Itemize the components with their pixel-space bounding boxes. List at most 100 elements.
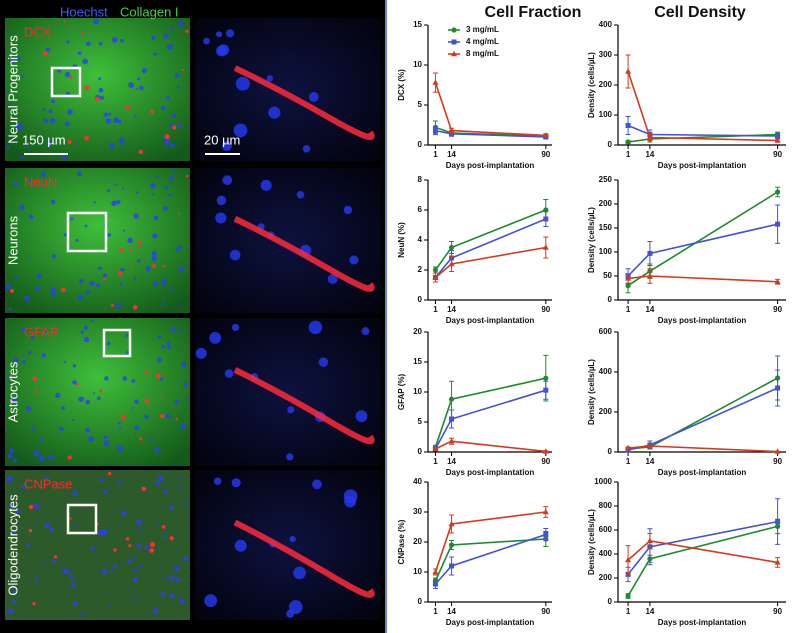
point xyxy=(451,27,457,33)
nucleus xyxy=(134,432,137,435)
nucleus xyxy=(137,77,140,81)
y-tick-label: 800 xyxy=(599,501,613,510)
nucleus xyxy=(18,204,25,211)
nucleus xyxy=(170,576,176,581)
nucleus xyxy=(178,477,181,480)
point xyxy=(542,244,549,250)
nucleus xyxy=(133,213,139,219)
nucleus xyxy=(26,543,31,548)
y-tick-label: 0 xyxy=(608,295,613,304)
nucleus xyxy=(83,325,88,330)
nucleus xyxy=(8,307,12,311)
nucleus xyxy=(178,21,184,27)
point xyxy=(451,50,457,57)
marker-cell xyxy=(54,555,58,559)
nucleus xyxy=(48,109,53,114)
nucleus xyxy=(150,182,156,189)
nucleus xyxy=(9,448,15,454)
marker-cell xyxy=(138,149,144,155)
nucleus xyxy=(117,445,124,452)
y-tick-label: 0 xyxy=(418,295,423,304)
row-label: Neural Progenitors xyxy=(5,35,20,144)
micrograph-wide xyxy=(5,168,190,313)
nucleus xyxy=(174,72,180,78)
y-tick-label: 6 xyxy=(418,205,423,214)
nucleus xyxy=(138,529,142,533)
nucleus xyxy=(72,419,75,422)
nucleus xyxy=(231,323,240,332)
nucleus xyxy=(106,341,111,346)
marker-cell xyxy=(63,20,66,23)
nucleus xyxy=(118,137,125,144)
nucleus xyxy=(132,576,138,583)
nucleus xyxy=(15,124,20,129)
nucleus xyxy=(41,172,46,177)
nucleus xyxy=(178,267,184,273)
marker-cell xyxy=(138,240,143,245)
nucleus xyxy=(204,594,218,608)
nucleus xyxy=(33,503,40,509)
nucleus xyxy=(343,205,353,215)
marker-cell xyxy=(84,85,90,91)
nucleus xyxy=(111,37,118,43)
nucleus xyxy=(72,490,78,496)
nucleus xyxy=(161,278,167,284)
nucleus xyxy=(308,320,323,335)
marker-cell xyxy=(182,68,185,72)
x-axis-label: Days post-implantation xyxy=(658,316,747,325)
marker-cell xyxy=(9,399,12,402)
nucleus xyxy=(327,273,338,284)
nucleus xyxy=(101,569,108,575)
nucleus xyxy=(33,450,40,457)
y-tick-label: 600 xyxy=(599,327,613,336)
point xyxy=(775,189,781,195)
y-tick-label: 1000 xyxy=(594,477,612,486)
marker-cell xyxy=(164,134,170,140)
y-tick-label: 10 xyxy=(413,60,422,69)
nucleus xyxy=(213,477,222,485)
y-tick-label: 2 xyxy=(418,265,423,274)
nucleus xyxy=(78,278,84,284)
nucleus xyxy=(235,76,250,91)
nucleus xyxy=(127,237,133,244)
y-tick-label: 15 xyxy=(413,20,422,29)
nucleus xyxy=(349,255,359,265)
nucleus xyxy=(174,399,180,405)
nucleus xyxy=(39,438,43,442)
y-tick-label: 200 xyxy=(599,407,613,416)
nucleus xyxy=(8,375,13,380)
nucleus xyxy=(72,363,77,368)
y-tick-label: 40 xyxy=(413,477,422,486)
y-tick-label: 600 xyxy=(599,525,613,534)
nucleus xyxy=(26,145,30,149)
nucleus xyxy=(157,357,162,363)
point xyxy=(625,139,631,145)
point xyxy=(543,387,549,393)
nucleus xyxy=(51,99,55,104)
nucleus xyxy=(229,249,241,261)
y-tick-label: 10 xyxy=(413,567,422,576)
nucleus xyxy=(114,183,117,187)
x-tick-label: 1 xyxy=(433,150,438,159)
scale-bar-label: 150 µm xyxy=(22,132,66,147)
nucleus xyxy=(170,143,176,149)
nucleus xyxy=(136,259,141,263)
nucleus xyxy=(176,85,180,89)
column-title: Cell Density xyxy=(654,4,746,21)
y-tick-label: 0 xyxy=(418,597,423,606)
y-tick-label: 150 xyxy=(599,223,613,232)
nucleus xyxy=(158,475,164,481)
nucleus xyxy=(16,56,21,61)
micrographs: DCX Neural Progenitors NeuN Neurons GFAP Astr… xyxy=(5,18,381,620)
stain-label: Collagen I xyxy=(120,4,179,19)
nucleus xyxy=(144,544,150,550)
micrograph-wide xyxy=(5,470,190,620)
nucleus xyxy=(122,229,125,232)
point xyxy=(775,519,781,525)
nucleus xyxy=(152,608,159,614)
nucleus xyxy=(183,501,186,504)
point xyxy=(625,444,632,451)
chart: 0 10 20 30 40 1 14 90 Days post-implantation CNPa… xyxy=(397,477,552,627)
micrograph-zoom xyxy=(195,318,381,466)
series-line xyxy=(627,223,778,277)
